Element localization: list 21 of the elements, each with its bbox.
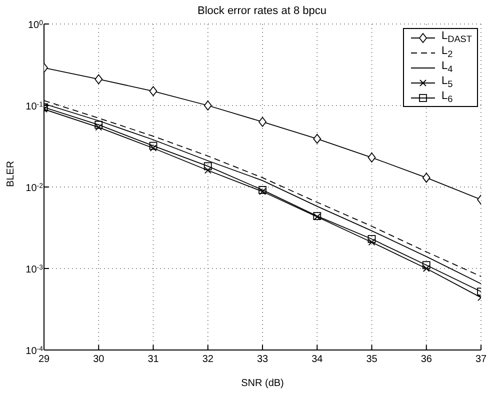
y-tick-label: 10$^{-1}$: [26, 101, 44, 112]
x-tick-label: 37: [475, 354, 487, 366]
legend-label: L$_{DAST}$: [441, 30, 472, 45]
y-tick-label: 10$^{0}$: [28, 20, 44, 31]
chart-title: Block error rates at 8 bpcu: [197, 5, 327, 17]
x-axis-title: SNR (dB): [241, 378, 284, 389]
x-tick-label: 33: [256, 354, 268, 366]
x-tick-label: 32: [202, 354, 214, 366]
legend-label: L$_{4}$: [441, 60, 453, 75]
x-tick-label: 31: [148, 354, 160, 366]
legend-label: L$_{2}$: [441, 45, 453, 60]
y-tick-label: 10$^{-3}$: [26, 264, 44, 276]
x-tick-label: 35: [366, 354, 378, 366]
x-tick-label: 36: [420, 354, 432, 366]
x-tick-label: 29: [38, 354, 50, 366]
x-tick-label: 34: [312, 354, 324, 366]
y-tick-label: 10$^{-2}$: [26, 182, 44, 194]
x-tick-label: 30: [93, 354, 105, 366]
y-axis-title: BLER: [6, 160, 17, 187]
legend-label: L$_{6}$: [441, 90, 453, 105]
legend-label: L$_{5}$: [441, 75, 453, 90]
